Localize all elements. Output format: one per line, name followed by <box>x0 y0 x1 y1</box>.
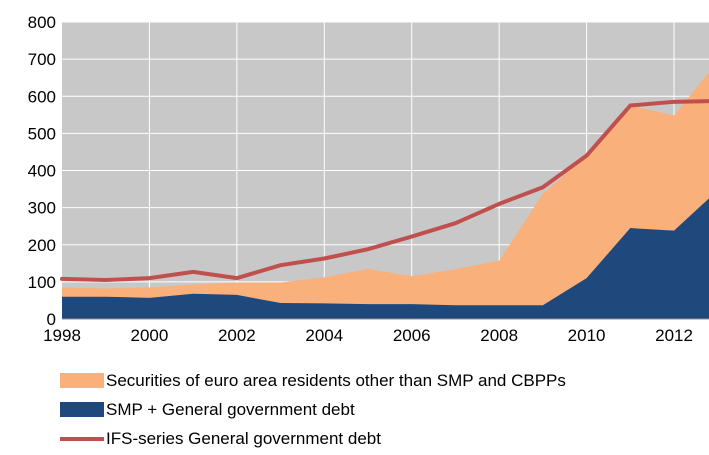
area-smp-government-debt <box>62 198 709 319</box>
y-tick-label: 300 <box>28 199 56 218</box>
legend-label-smp: SMP + General government debt <box>106 400 355 419</box>
legend-swatch-ifs <box>60 437 104 441</box>
line-ifs-government-debt <box>60 99 709 283</box>
y-tick-label: 200 <box>28 236 56 255</box>
legend-swatch-smp <box>60 402 104 417</box>
y-tick-label: 800 <box>28 13 56 32</box>
y-tick-label: 100 <box>28 273 56 292</box>
area-chart: 0 100 200 300 400 500 600 700 800 1998 2… <box>28 13 709 345</box>
x-tick-label: 2006 <box>393 326 431 345</box>
x-tick-label: 2012 <box>655 326 693 345</box>
y-tick-label: 400 <box>28 162 56 181</box>
x-tick-label: 2002 <box>218 326 256 345</box>
x-tick-label: 2008 <box>480 326 518 345</box>
y-tick-label: 700 <box>28 50 56 69</box>
area-securities-other <box>62 72 709 320</box>
legend-label-securities: Securities of euro area residents other … <box>106 371 566 390</box>
legend-label-ifs: IFS-series General government debt <box>106 429 381 448</box>
legend-swatch-securities <box>60 373 104 388</box>
y-axis-ticks: 0 100 200 300 400 500 600 700 800 <box>28 13 56 329</box>
x-tick-label: 2004 <box>305 326 343 345</box>
x-tick-label: 2000 <box>131 326 169 345</box>
x-tick-label: 1998 <box>43 326 81 345</box>
y-tick-label: 600 <box>28 87 56 106</box>
y-tick-label: 0 <box>47 310 56 329</box>
y-tick-label: 500 <box>28 124 56 143</box>
x-tick-label: 2010 <box>568 326 606 345</box>
x-axis-ticks: 1998 2000 2002 2004 2006 2008 2010 2012 <box>43 326 693 345</box>
